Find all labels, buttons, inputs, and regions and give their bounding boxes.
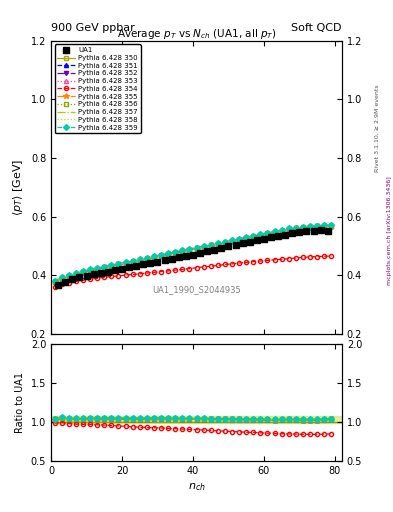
UA1 <box>127 264 132 270</box>
UA1 <box>112 267 117 273</box>
UA1 <box>290 230 295 237</box>
Y-axis label: $\langle p_T \rangle$ [GeV]: $\langle p_T \rangle$ [GeV] <box>11 159 25 216</box>
UA1 <box>198 250 202 256</box>
UA1 <box>84 273 89 279</box>
Title: Average $p_T$ vs $N_{ch}$ (UA1, all $p_T$): Average $p_T$ vs $N_{ch}$ (UA1, all $p_T… <box>117 27 276 41</box>
UA1 <box>240 240 245 246</box>
UA1 <box>226 243 231 249</box>
UA1 <box>318 227 323 233</box>
UA1 <box>134 263 139 269</box>
Y-axis label: Ratio to UA1: Ratio to UA1 <box>15 372 25 433</box>
UA1 <box>212 246 217 252</box>
UA1 <box>98 270 103 276</box>
UA1 <box>205 248 209 254</box>
UA1 <box>269 234 274 240</box>
UA1 <box>276 233 281 239</box>
UA1 <box>297 229 302 236</box>
Text: Rivet 3.1.10, ≥ 2.9M events: Rivet 3.1.10, ≥ 2.9M events <box>375 84 380 172</box>
UA1 <box>119 266 124 272</box>
Bar <box>51 416 342 423</box>
UA1 <box>162 258 167 264</box>
UA1 <box>70 276 75 282</box>
UA1 <box>141 261 146 267</box>
UA1 <box>325 228 330 234</box>
Text: mcplots.cern.ch [arXiv:1306.3436]: mcplots.cern.ch [arXiv:1306.3436] <box>387 176 391 285</box>
UA1 <box>184 253 188 259</box>
Legend: UA1, Pythia 6.428 350, Pythia 6.428 351, Pythia 6.428 352, Pythia 6.428 353, Pyt: UA1, Pythia 6.428 350, Pythia 6.428 351,… <box>55 45 141 133</box>
Line: UA1: UA1 <box>55 227 331 288</box>
UA1 <box>169 256 174 262</box>
UA1 <box>56 282 61 288</box>
UA1 <box>219 245 224 251</box>
Text: 900 GeV ppbar: 900 GeV ppbar <box>51 23 135 33</box>
UA1 <box>233 242 238 248</box>
UA1 <box>63 279 68 285</box>
UA1 <box>77 274 82 280</box>
UA1 <box>254 237 259 243</box>
Text: Soft QCD: Soft QCD <box>292 23 342 33</box>
Text: UA1_1990_S2044935: UA1_1990_S2044935 <box>152 285 241 294</box>
UA1 <box>176 254 181 261</box>
UA1 <box>155 259 160 265</box>
UA1 <box>304 228 309 234</box>
UA1 <box>105 268 110 274</box>
UA1 <box>247 239 252 245</box>
UA1 <box>283 231 288 238</box>
X-axis label: $n_{ch}$: $n_{ch}$ <box>187 481 206 493</box>
UA1 <box>148 260 153 266</box>
UA1 <box>311 227 316 233</box>
UA1 <box>91 271 96 278</box>
UA1 <box>191 251 195 258</box>
UA1 <box>261 236 266 242</box>
